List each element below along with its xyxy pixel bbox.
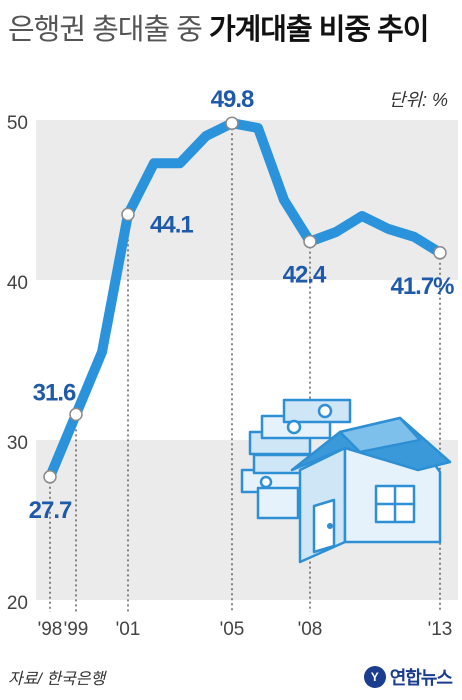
y-tick-label: 50 bbox=[7, 113, 28, 134]
data-point bbox=[121, 207, 135, 222]
data-point bbox=[433, 246, 447, 260]
data-point bbox=[303, 234, 317, 249]
data-point bbox=[225, 116, 239, 130]
x-tick-label: '01 bbox=[116, 619, 141, 640]
unit-label: 단위: % bbox=[388, 90, 448, 110]
band-40-50 bbox=[36, 120, 458, 280]
title-bold: 가계대출 비중 추이 bbox=[208, 14, 430, 46]
data-point bbox=[69, 407, 83, 422]
y-tick-label: 20 bbox=[7, 593, 28, 614]
money-stack-icon bbox=[240, 398, 352, 520]
x-tick-label: '98 bbox=[38, 619, 63, 640]
logo-text: 연합뉴스 bbox=[389, 668, 453, 688]
x-tick-label: '08 bbox=[298, 619, 323, 640]
x-tick-label: '05 bbox=[220, 619, 245, 640]
house-icon bbox=[290, 416, 452, 564]
data-label: 27.7 bbox=[29, 497, 72, 524]
source-label: 자료/ 한국은행 bbox=[8, 671, 106, 688]
house-money-illustration bbox=[240, 398, 452, 564]
chart-title: 은행권 총대출 중 가계대출 비중 추이 bbox=[8, 6, 429, 48]
data-label: 42.4 bbox=[283, 262, 327, 289]
data-label: 44.1 bbox=[150, 211, 193, 238]
y-tick-label: 40 bbox=[7, 273, 28, 294]
data-label: 41.7% bbox=[390, 273, 454, 300]
y-tick-label: 30 bbox=[7, 433, 28, 454]
x-axis: '98'99 '01 '05 '08 '13 bbox=[38, 619, 453, 640]
yonhap-logo-icon: Y bbox=[363, 666, 386, 688]
series-line bbox=[45, 118, 445, 482]
data-label: 31.6 bbox=[33, 379, 76, 406]
data-point bbox=[43, 470, 57, 484]
x-tick-label: '13 bbox=[428, 619, 453, 640]
y-axis: 20 30 40 50 bbox=[7, 113, 28, 614]
plot-area: 27.7 31.6 44.1 49.8 42.4 41.7% bbox=[29, 86, 456, 524]
data-label: 49.8 bbox=[211, 86, 254, 113]
title-light: 은행권 총대출 중 bbox=[8, 14, 203, 46]
yonhap-logo: Y 연합뉴스 bbox=[363, 664, 453, 690]
x-tick-label: '99 bbox=[64, 619, 89, 640]
